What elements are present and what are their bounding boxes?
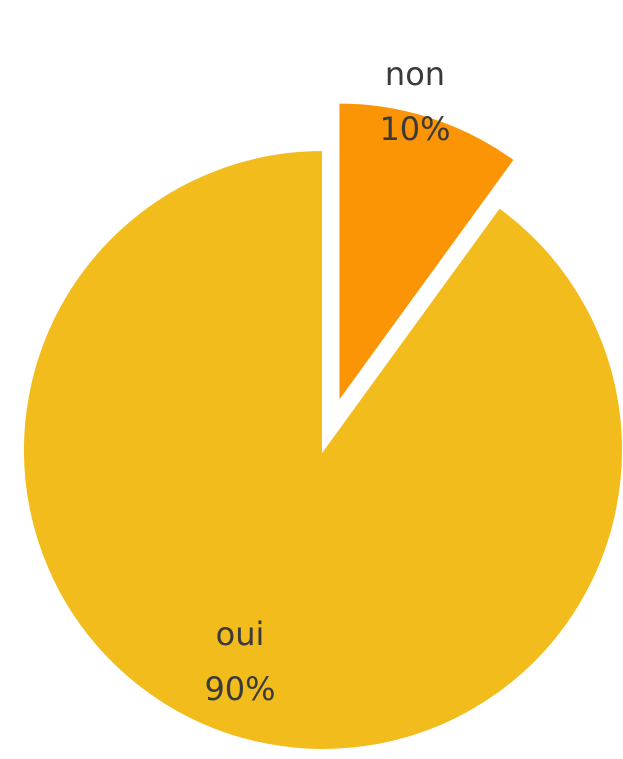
data-label-percent-non: 10% xyxy=(379,110,450,148)
data-label-name-non: non xyxy=(385,55,445,93)
data-label-percent-oui: 90% xyxy=(204,670,275,708)
pie-slice-oui xyxy=(22,148,623,751)
data-label-name-oui: oui xyxy=(216,615,265,653)
pie-slice-non xyxy=(337,101,517,406)
